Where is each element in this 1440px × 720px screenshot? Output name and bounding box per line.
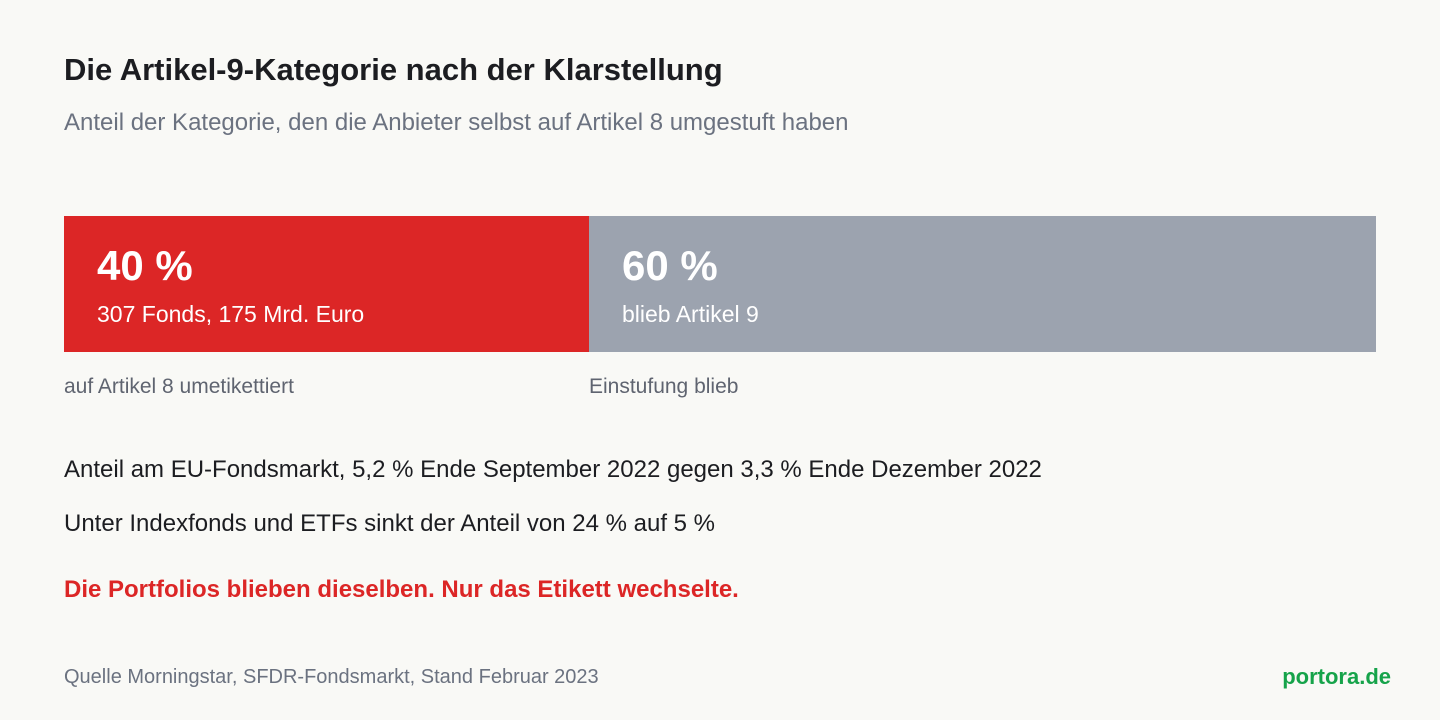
segment-category-label: auf Artikel 8 umetikettiert: [64, 375, 294, 398]
chart-subtitle: Anteil der Kategorie, den die Anbieter s…: [64, 109, 849, 136]
fact-eu-market-share: Anteil am EU-Fondsmarkt, 5,2 % Ende Sept…: [64, 456, 1042, 483]
stacked-bar: 40 % 307 Fonds, 175 Mrd. Euro 60 % blieb Ar…: [64, 216, 1376, 352]
bar-segment-1: 40 % 307 Fonds, 175 Mrd. Euro: [64, 216, 589, 352]
source-note: Quelle Morningstar, SFDR-Fondsmarkt, Sta…: [64, 666, 599, 688]
key-statement: Die Portfolios blieben dieselben. Nur da…: [64, 576, 739, 603]
bar-segment-2: 60 % blieb Artikel 9: [589, 216, 1376, 352]
segment-value-label: 60 %: [622, 242, 718, 289]
segment-detail-label: blieb Artikel 9: [622, 301, 759, 327]
brand-link[interactable]: portora.de: [1282, 664, 1391, 689]
chart-title: Die Artikel-9-Kategorie nach der Klarste…: [64, 52, 723, 87]
fact-index-funds-share: Unter Indexfonds und ETFs sinkt der Ante…: [64, 510, 716, 537]
segment-detail-label: 307 Fonds, 175 Mrd. Euro: [97, 301, 365, 327]
segment-category-label: Einstufung blieb: [589, 375, 739, 398]
segment-value-label: 40 %: [97, 242, 193, 289]
